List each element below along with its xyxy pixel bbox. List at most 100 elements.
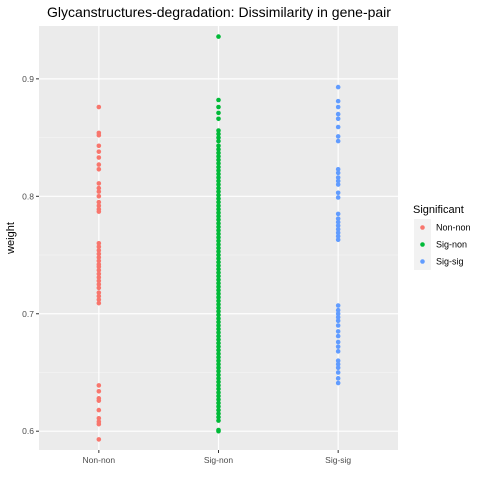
data-point bbox=[216, 404, 221, 409]
data-point bbox=[96, 194, 102, 199]
data-point bbox=[335, 84, 341, 90]
data-point bbox=[335, 361, 341, 367]
data-point bbox=[216, 428, 221, 434]
data-point bbox=[96, 388, 102, 394]
data-point bbox=[216, 270, 221, 275]
y-tick-label: 0.8 bbox=[22, 191, 34, 201]
legend-marker bbox=[420, 242, 425, 247]
data-point bbox=[96, 300, 102, 306]
data-point bbox=[216, 206, 221, 212]
data-point bbox=[335, 138, 341, 144]
data-point bbox=[96, 199, 102, 205]
y-tick-label: 0.6 bbox=[22, 426, 34, 436]
data-point bbox=[216, 175, 221, 180]
data-point bbox=[335, 175, 341, 180]
data-point bbox=[216, 245, 221, 251]
data-point bbox=[216, 217, 221, 223]
data-point bbox=[216, 326, 221, 332]
data-point bbox=[335, 323, 341, 328]
data-point bbox=[216, 323, 221, 328]
data-point bbox=[335, 170, 341, 176]
x-tick-label: Sig-sig bbox=[325, 455, 351, 465]
data-point bbox=[335, 339, 341, 345]
data-point bbox=[216, 347, 221, 353]
data-point bbox=[216, 224, 221, 230]
data-point bbox=[216, 168, 221, 173]
data-point bbox=[216, 351, 221, 356]
data-point bbox=[216, 263, 221, 268]
data-point bbox=[335, 233, 341, 239]
data-point bbox=[335, 98, 341, 104]
data-point bbox=[216, 161, 221, 166]
data-point bbox=[216, 164, 221, 170]
data-point bbox=[335, 211, 341, 217]
data-point bbox=[96, 181, 102, 186]
data-point bbox=[96, 185, 102, 191]
data-point bbox=[216, 372, 221, 378]
data-point bbox=[216, 316, 221, 321]
data-point bbox=[216, 143, 221, 149]
data-point bbox=[335, 219, 341, 225]
data-point bbox=[216, 110, 221, 116]
data-point bbox=[216, 400, 221, 406]
data-point bbox=[216, 302, 221, 307]
data-point bbox=[216, 213, 221, 219]
chart-title: Glycanstructures-degradation: Dissimilar… bbox=[47, 4, 391, 20]
data-point bbox=[216, 273, 221, 279]
data-point bbox=[216, 252, 221, 258]
data-point bbox=[96, 189, 102, 194]
data-point bbox=[216, 330, 221, 335]
data-point bbox=[216, 418, 221, 423]
data-point bbox=[216, 34, 221, 39]
data-point bbox=[216, 305, 221, 311]
data-point bbox=[335, 370, 341, 375]
data-point bbox=[335, 116, 341, 122]
data-point bbox=[216, 154, 221, 159]
data-point bbox=[96, 104, 102, 110]
data-point bbox=[96, 282, 102, 287]
data-point bbox=[216, 131, 221, 137]
data-point bbox=[96, 437, 102, 442]
data-point bbox=[335, 178, 341, 184]
data-point bbox=[335, 318, 341, 324]
data-point bbox=[96, 398, 102, 403]
legend-label: Sig-sig bbox=[436, 257, 464, 267]
data-point bbox=[216, 242, 221, 247]
data-point bbox=[216, 280, 221, 286]
data-point bbox=[216, 150, 221, 156]
data-point bbox=[216, 383, 221, 388]
data-point bbox=[335, 166, 341, 172]
data-point bbox=[335, 358, 341, 364]
data-point bbox=[216, 361, 221, 367]
data-point bbox=[216, 116, 221, 122]
data-point bbox=[96, 278, 102, 284]
data-point bbox=[335, 307, 341, 313]
data-point bbox=[216, 298, 221, 304]
data-point bbox=[96, 209, 102, 214]
data-point bbox=[335, 223, 341, 228]
data-point bbox=[96, 143, 102, 149]
data-point bbox=[216, 365, 221, 371]
data-point bbox=[96, 244, 102, 250]
data-point bbox=[216, 379, 221, 385]
data-point bbox=[96, 421, 102, 427]
data-point bbox=[216, 128, 221, 133]
y-axis: 0.6 0.7 0.8 0.9 bbox=[22, 74, 39, 436]
data-point bbox=[216, 171, 221, 177]
data-point bbox=[96, 162, 102, 167]
data-point bbox=[216, 182, 221, 187]
data-point bbox=[96, 255, 102, 260]
data-point bbox=[216, 287, 221, 293]
data-point bbox=[216, 249, 221, 254]
data-point bbox=[216, 337, 221, 342]
data-point bbox=[216, 192, 221, 198]
data-point bbox=[96, 258, 102, 264]
data-point bbox=[96, 297, 102, 302]
data-point bbox=[216, 147, 221, 152]
data-point bbox=[335, 349, 341, 354]
data-point bbox=[216, 376, 221, 381]
data-point bbox=[216, 196, 221, 201]
data-point bbox=[216, 221, 221, 226]
y-tick-label: 0.9 bbox=[22, 74, 34, 84]
